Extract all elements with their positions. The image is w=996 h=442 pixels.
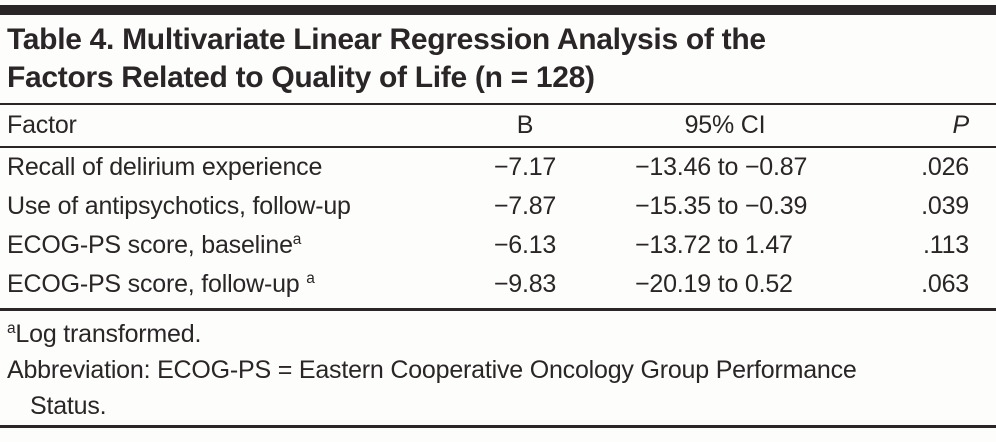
p-value-cell: .063 <box>921 270 969 298</box>
regression-table: Factor B 95% CI P Recall of delirium exp… <box>0 105 996 304</box>
title-rule <box>0 103 996 105</box>
b-value-cell: −9.83 <box>493 270 557 298</box>
top-rule-bar <box>0 5 996 15</box>
factor-label: Use of antipsychotics, follow-up <box>7 192 351 220</box>
column-header-ci: 95% CI <box>595 105 855 148</box>
table-row: Recall of delirium experience −7.17 −13.… <box>0 147 996 187</box>
ci-value-cell: −20.19 to 0.52 <box>635 270 793 298</box>
footnote-a-marker: a <box>7 320 16 338</box>
p-value-cell: .039 <box>921 192 969 220</box>
factor-cell: ECOG-PS score, follow-up a <box>0 265 455 304</box>
factor-cell: ECOG-PS score, baselinea <box>0 226 455 265</box>
footnote-marker: a <box>292 231 302 249</box>
header-row: Factor B 95% CI P <box>0 105 996 148</box>
b-value-cell: −7.87 <box>493 192 557 220</box>
footnotes: aLog transformed. Abbreviation: ECOG-PS … <box>0 311 996 424</box>
column-header-p: P <box>855 105 996 148</box>
footnote-a: aLog transformed. <box>7 316 988 352</box>
b-value-cell: −6.13 <box>493 231 557 259</box>
ci-value-cell: −13.72 to 1.47 <box>635 231 793 259</box>
table-row: Use of antipsychotics, follow-up −7.87 −… <box>0 187 996 226</box>
table-title: Table 4. Multivariate Linear Regression … <box>0 15 996 103</box>
factor-label: ECOG-PS score, follow-up <box>7 270 307 298</box>
footnote-marker: a <box>306 270 315 288</box>
abbreviation-line2: Status. <box>30 392 107 420</box>
abbreviation-note: Abbreviation: ECOG-PS = Eastern Cooperat… <box>7 352 988 424</box>
footnote-a-text: Log transformed. <box>15 320 202 348</box>
factor-label: Recall of delirium experience <box>7 153 323 181</box>
abbreviation-line1: Abbreviation: ECOG-PS = Eastern Cooperat… <box>7 356 857 384</box>
p-value-cell: .113 <box>922 231 969 259</box>
factor-cell: Recall of delirium experience <box>0 147 455 187</box>
b-value-cell: −7.17 <box>493 153 557 181</box>
table-title-line1: Table 4. Multivariate Linear Regression … <box>7 23 766 56</box>
bottom-rule <box>0 425 996 428</box>
column-header-b: B <box>455 105 595 148</box>
table-row: ECOG-PS score, baselinea −6.13 −13.72 to… <box>0 226 996 265</box>
factor-cell: Use of antipsychotics, follow-up <box>0 187 455 226</box>
ci-value-cell: −15.35 to −0.39 <box>635 192 808 220</box>
table-figure: Table 4. Multivariate Linear Regression … <box>0 5 996 428</box>
table-row: ECOG-PS score, follow-up a −9.83 −20.19 … <box>0 265 996 304</box>
p-value-cell: .026 <box>921 153 969 181</box>
ci-value-cell: −13.46 to −0.87 <box>635 153 808 181</box>
table-title-line2: Factors Related to Quality of Life (n = … <box>7 61 595 94</box>
table-bottom-rule <box>0 308 996 311</box>
column-header-factor: Factor <box>0 105 455 148</box>
factor-label: ECOG-PS score, baseline <box>7 231 293 259</box>
